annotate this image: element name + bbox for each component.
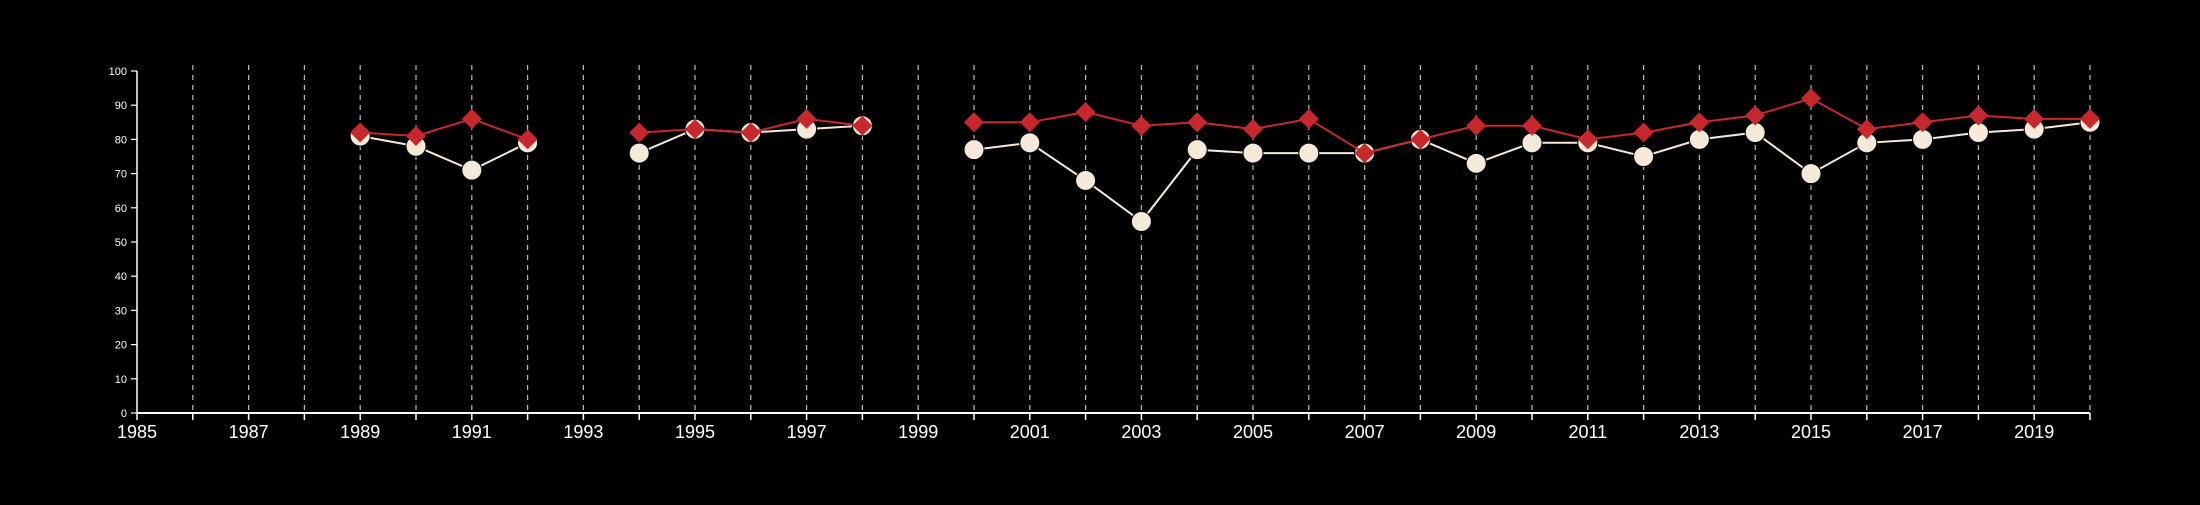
data-point-diamond-2015 <box>1801 88 1821 109</box>
data-point-circle-2009 <box>1465 152 1487 174</box>
data-point-diamond-2005 <box>1243 119 1263 140</box>
data-point-circle-1991 <box>461 159 483 181</box>
x-tick-label-2015: 2015 <box>1791 422 1831 442</box>
grid-lines <box>192 65 2091 413</box>
y-tick-label-80: 80 <box>115 134 127 146</box>
data-point-diamond-1992 <box>517 129 538 150</box>
axes: 0 10 20 30 40 50 60 70 80 90 100 1985 1987 1989 1991 19… <box>109 66 2091 442</box>
data-point-diamond-2012 <box>1633 122 1654 143</box>
x-tick-label-2007: 2007 <box>1345 422 1385 442</box>
data-point-diamond-2009 <box>1466 115 1487 136</box>
data-point-diamond-2002 <box>1075 102 1096 123</box>
data-point-circle-2013 <box>1688 128 1710 150</box>
data-point-circle-2010 <box>1521 132 1543 154</box>
y-tick-label-70: 70 <box>115 169 127 181</box>
x-tick-label-1985: 1985 <box>117 422 157 442</box>
x-tick-label-1991: 1991 <box>452 422 492 442</box>
y-tick-label-10: 10 <box>115 374 127 386</box>
data-point-diamond-2019 <box>2024 108 2045 129</box>
data-point-circle-2001 <box>1019 132 1041 154</box>
data-point-diamond-1994 <box>629 122 650 143</box>
x-tick-label-2013: 2013 <box>1679 422 1719 442</box>
data-point-circle-2017 <box>1912 128 1934 150</box>
data-point-diamond-1998 <box>852 115 873 136</box>
y-tick-label-20: 20 <box>115 340 127 352</box>
series-line-circle-0 <box>360 135 529 172</box>
x-tick-label-2005: 2005 <box>1233 422 1273 442</box>
data-point-diamond-2001 <box>1019 112 1040 133</box>
data-point-diamond-1991 <box>461 108 482 129</box>
data-point-circle-2012 <box>1633 146 1655 167</box>
data-point-diamond-2008 <box>1410 129 1431 150</box>
x-tick-label-1987: 1987 <box>229 422 269 442</box>
x-tick-label-1999: 1999 <box>898 422 938 442</box>
data-point-diamond-2017 <box>1912 112 1933 133</box>
data-point-diamond-2006 <box>1298 108 1319 129</box>
data-point-circle-1994 <box>628 142 650 164</box>
x-tick-label-2019: 2019 <box>2014 422 2054 442</box>
data-point-diamond-1996 <box>740 122 761 143</box>
x-tick-label-2003: 2003 <box>1121 422 1161 442</box>
data-point-circle-2006 <box>1298 142 1320 164</box>
data-point-diamond-1997 <box>796 108 817 129</box>
data-point-diamond-2013 <box>1689 112 1710 133</box>
data-point-diamond-1995 <box>685 119 705 140</box>
data-point-diamond-2016 <box>1856 119 1877 140</box>
y-tick-label-90: 90 <box>115 100 127 112</box>
y-tick-label-0: 0 <box>121 408 127 420</box>
data-point-diamond-2000 <box>964 112 984 133</box>
data-point-circle-2000 <box>963 139 985 161</box>
x-tick-label-1995: 1995 <box>675 422 715 442</box>
data-point-circle-2018 <box>1967 122 1989 144</box>
data-point-diamond-2007 <box>1354 143 1375 164</box>
data-point-circle-2003 <box>1130 210 1152 232</box>
x-tick-label-1989: 1989 <box>340 422 380 442</box>
data-point-diamond-1989 <box>350 122 371 143</box>
series-diamond <box>350 88 2100 164</box>
series-circle <box>349 111 2101 232</box>
data-point-diamond-2004 <box>1187 112 1208 133</box>
x-tick-label-1997: 1997 <box>787 422 827 442</box>
data-point-diamond-2010 <box>1522 115 1542 136</box>
data-point-circle-2015 <box>1800 163 1822 185</box>
y-tick-label-40: 40 <box>115 271 127 283</box>
x-tick-label-1993: 1993 <box>563 422 603 442</box>
data-point-diamond-2020 <box>2080 108 2100 129</box>
y-tick-label-50: 50 <box>115 237 127 249</box>
x-tick-label-2001: 2001 <box>1010 422 1050 442</box>
series-line-diamond-0 <box>360 117 528 141</box>
data-point-diamond-2003 <box>1131 115 1152 136</box>
data-point-circle-2004 <box>1186 139 1208 161</box>
y-tick-label-60: 60 <box>115 203 127 215</box>
series-group <box>349 88 2101 232</box>
data-point-circle-2002 <box>1075 169 1097 191</box>
x-tick-label-2009: 2009 <box>1456 422 1496 442</box>
y-tick-label-100: 100 <box>109 66 127 78</box>
x-tick-label-2011: 2011 <box>1568 422 1607 442</box>
x-tick-label-2017: 2017 <box>1903 422 1943 442</box>
data-point-circle-2014 <box>1744 122 1766 144</box>
y-tick-label-30: 30 <box>115 305 127 317</box>
data-point-diamond-1990 <box>406 125 426 146</box>
data-point-diamond-2018 <box>1968 105 1989 126</box>
data-point-diamond-2011 <box>1577 129 1598 150</box>
data-point-diamond-2014 <box>1745 105 1766 126</box>
data-point-circle-2005 <box>1242 142 1264 164</box>
